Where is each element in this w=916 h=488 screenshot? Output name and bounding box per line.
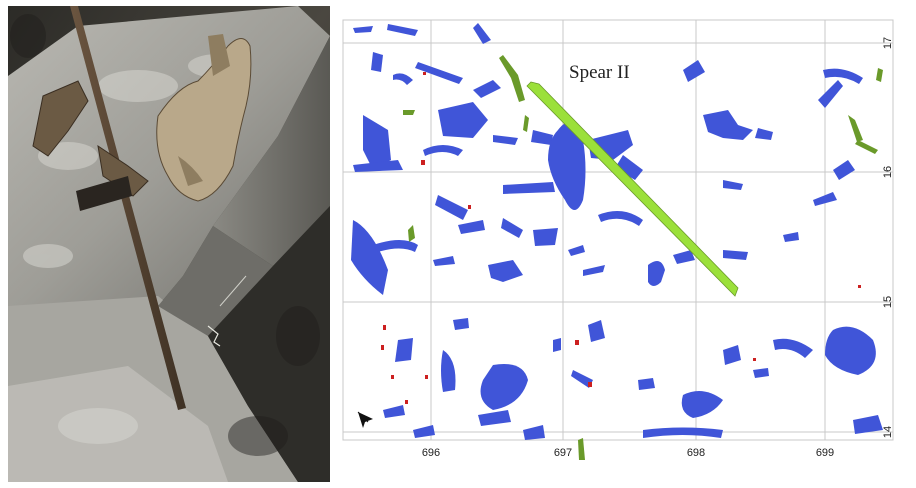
x-tick-label: 698 [687,447,705,459]
y-tick-label: 17 [882,37,894,49]
plan-frame [342,19,894,441]
spear-ii-label: Spear II [569,62,630,83]
y-tick-label: 14 [882,426,894,438]
bone-finds [351,23,883,440]
spear-ii-shape [526,81,739,297]
y-tick-label: 15 [882,296,894,308]
x-axis-ticks: 696 697 698 699 [422,447,834,459]
x-tick-label: 697 [554,447,572,459]
x-tick-label: 699 [816,447,834,459]
x-tick-label: 696 [422,447,440,459]
y-tick-label: 16 [882,166,894,178]
excavation-photo-drawing [8,6,330,482]
north-arrow-icon [357,411,373,428]
y-axis-ticks: 17 16 15 14 [882,37,894,438]
excavation-plan-map: Spear II 696 697 698 699 17 16 15 14 [342,19,894,460]
excavation-plan-svg: Spear II 696 697 698 699 17 16 15 14 [342,19,894,460]
wood-fragments [403,55,883,460]
excavation-photo [8,6,330,482]
flint-finds [381,72,861,404]
